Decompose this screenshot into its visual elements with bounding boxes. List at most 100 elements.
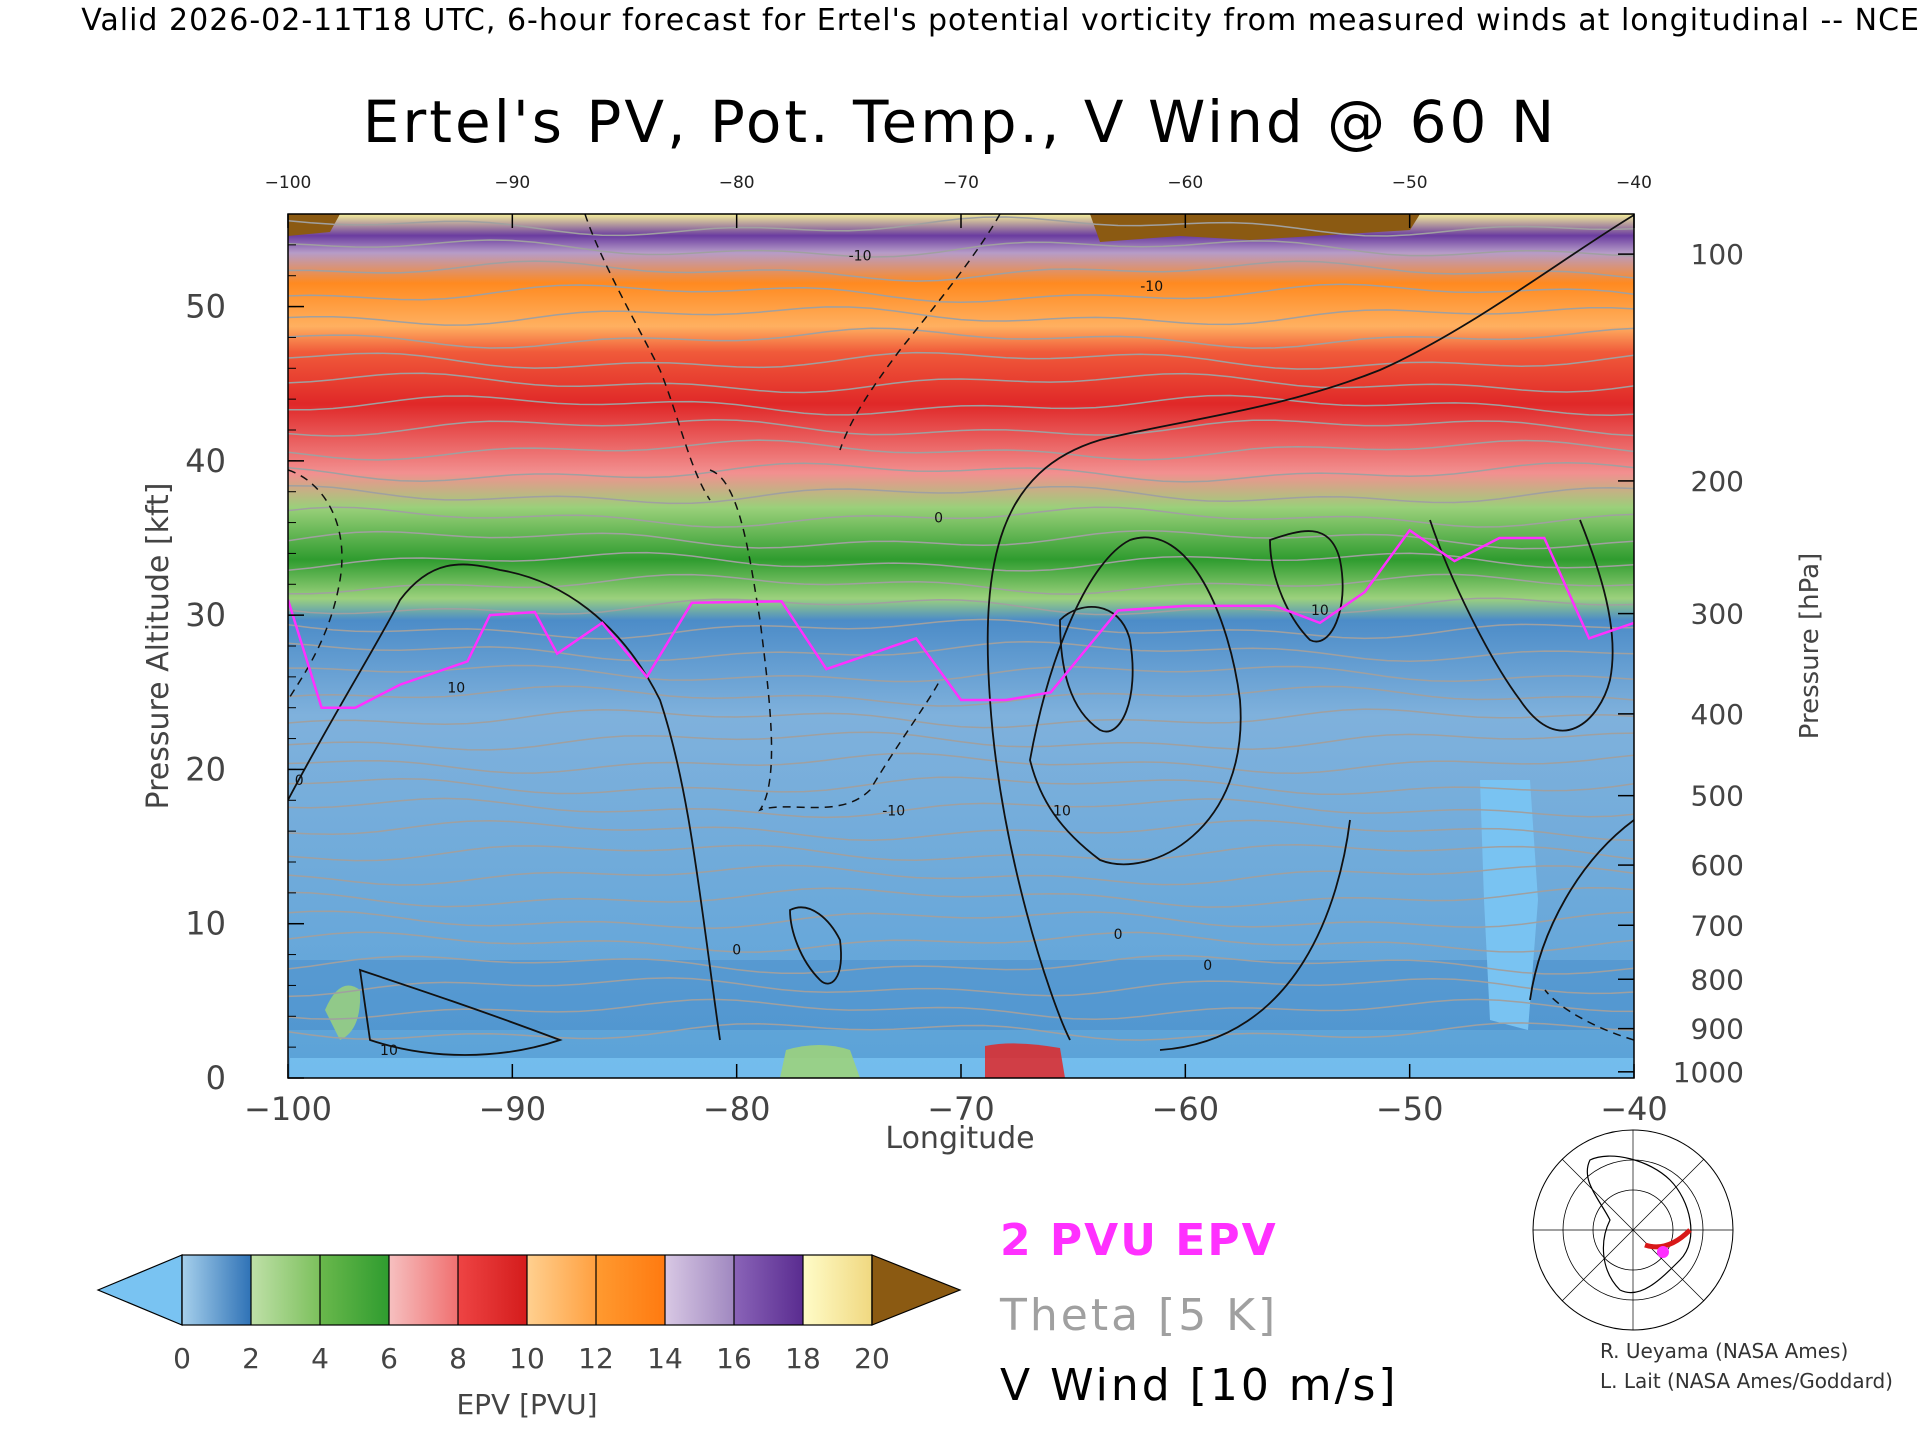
theta-contour <box>288 931 1634 953</box>
y-tick-label: 20 <box>185 750 226 788</box>
colorbar-tick-label: 18 <box>785 1342 821 1375</box>
surface-epv-patch <box>780 1045 860 1078</box>
theta-contour <box>288 439 1634 461</box>
pressure-tick-label: 800 <box>1691 963 1744 996</box>
overrange-patch <box>288 214 340 236</box>
x-top-tick-label: −70 <box>943 173 979 193</box>
surface-epv-patch <box>325 985 361 1040</box>
underrange-patch <box>1480 780 1538 1030</box>
x-top-tick-label: −100 <box>265 173 312 193</box>
theta-contour <box>288 485 1634 505</box>
inset-polar-map <box>1532 1129 1734 1331</box>
theta-contour <box>288 776 1634 796</box>
pressure-tick-label: 300 <box>1691 598 1744 631</box>
colorbar-tick-label: 6 <box>380 1342 398 1375</box>
theta-contour <box>288 910 1634 929</box>
theta-contour <box>288 419 1634 437</box>
vwind-contour-label: 0 <box>1203 958 1212 974</box>
x-tick-label: −90 <box>479 1090 547 1128</box>
theta-contour <box>288 372 1634 394</box>
vwind-contour <box>1529 819 1634 1001</box>
colorbar-under-triangle <box>96 1254 183 1326</box>
x-tick-label: −50 <box>1376 1090 1444 1128</box>
y-axis-right: 100 200 300 400 500 600 700 800 900 1000 <box>1618 238 1744 1089</box>
theta-contour <box>288 260 1634 282</box>
y-tick-label: 0 <box>206 1059 226 1097</box>
vwind-zero-contour <box>789 906 842 985</box>
colorbar-tick-label: 12 <box>578 1342 614 1375</box>
pressure-tick-label: 700 <box>1691 909 1744 942</box>
map-coastline <box>1586 1155 1692 1294</box>
theta-contour <box>288 506 1634 528</box>
legend-theta: Theta [5 K] <box>999 1290 1278 1341</box>
y-tick-label: 30 <box>185 596 226 634</box>
theta-contour <box>288 998 1634 1021</box>
theta-contour <box>553 214 1349 215</box>
theta-contour <box>288 819 1634 842</box>
theta-contour <box>288 529 1634 550</box>
vwind-negative-contour <box>288 469 343 701</box>
x-top-tick-label: −50 <box>1392 173 1428 193</box>
x-axis-bottom: −100 −90 −80 −70 −60 −50 −40 <box>244 1064 1668 1128</box>
theta-contour <box>288 844 1634 862</box>
surface-epv-patch <box>985 1043 1065 1078</box>
x-tick-label: −100 <box>244 1090 332 1128</box>
vwind-ten-contour <box>1059 606 1134 733</box>
theta-contour <box>288 351 1634 370</box>
vwind-contour-labels: 0 0 0 0 0 10 10 10 10 -10 -10 -10 <box>295 248 1329 1059</box>
vwind-contour-label: 0 <box>934 511 943 527</box>
colorbar: 0 2 4 6 8 10 12 14 16 18 20 EPV [PVU] <box>96 1254 962 1421</box>
pressure-tick-label: 500 <box>1691 780 1744 813</box>
pressure-tick-label: 900 <box>1691 1013 1744 1046</box>
y-tick-label: 50 <box>185 288 226 326</box>
vwind-contour-label: 0 <box>1114 927 1123 943</box>
theta-contour <box>288 864 1634 886</box>
colorbar-tick-label: 2 <box>242 1342 260 1375</box>
pressure-tick-label: 400 <box>1691 698 1744 731</box>
y-axis-left-label: Pressure Altitude [kft] <box>141 483 176 810</box>
y-tick-label: 10 <box>185 905 226 943</box>
colorbar-tick-label: 20 <box>854 1342 890 1375</box>
theta-contour <box>288 752 1634 774</box>
pressure-tick-label: 100 <box>1691 238 1744 271</box>
theta-contour <box>288 977 1634 998</box>
map-section-line <box>1644 1228 1692 1250</box>
x-tick-label: −80 <box>703 1090 771 1128</box>
colorbar-tick-label: 16 <box>716 1342 752 1375</box>
theta-contour <box>288 597 1634 616</box>
lowlevel-band <box>288 960 1634 1030</box>
pressure-tick-label: 200 <box>1691 465 1744 498</box>
theta-contour <box>288 797 1634 819</box>
x-top-tick-label: −60 <box>1167 173 1203 193</box>
vwind-contour-label: 0 <box>732 943 741 959</box>
theta-contours <box>288 214 1634 1041</box>
colorbar-ticks: 0 2 4 6 8 10 12 14 16 18 20 <box>173 1342 890 1375</box>
vwind-contours <box>288 214 1634 1056</box>
legend: 2 PVU EPV Theta [5 K] V Wind [10 m/s] <box>999 1215 1399 1411</box>
legend-vwind: V Wind [10 m/s] <box>1000 1360 1399 1411</box>
colorbar-dividers <box>181 1255 873 1325</box>
x-tick-label: −70 <box>927 1090 995 1128</box>
x-axis-label: Longitude <box>885 1121 1034 1156</box>
colorbar-tick-label: 8 <box>449 1342 467 1375</box>
vwind-negative-contours <box>288 214 1634 1041</box>
theta-contour <box>288 664 1634 683</box>
colorbar-over-triangle <box>871 1254 962 1326</box>
vwind-contour <box>1429 519 1614 732</box>
y-axis-left: 0 10 20 30 40 50 <box>185 213 304 1097</box>
epv-2pvu-line <box>288 528 1634 709</box>
colorbar-label: EPV [PVU] <box>456 1388 597 1421</box>
vwind-contour-label: -10 <box>882 804 905 820</box>
map-location-marker <box>1657 1246 1669 1258</box>
colorbar-tick-label: 14 <box>647 1342 683 1375</box>
epv-field <box>288 214 1634 1078</box>
chart-title: Ertel's PV, Pot. Temp., V Wind @ 60 N <box>363 88 1557 156</box>
theta-contour <box>288 327 1634 349</box>
vwind-zero-contour <box>986 214 1634 1041</box>
vwind-contour-label: 10 <box>1053 804 1071 820</box>
theta-contour <box>288 685 1634 707</box>
theta-contour <box>288 886 1634 908</box>
theta-contour <box>288 573 1634 595</box>
pressure-tick-label: 600 <box>1691 849 1744 882</box>
